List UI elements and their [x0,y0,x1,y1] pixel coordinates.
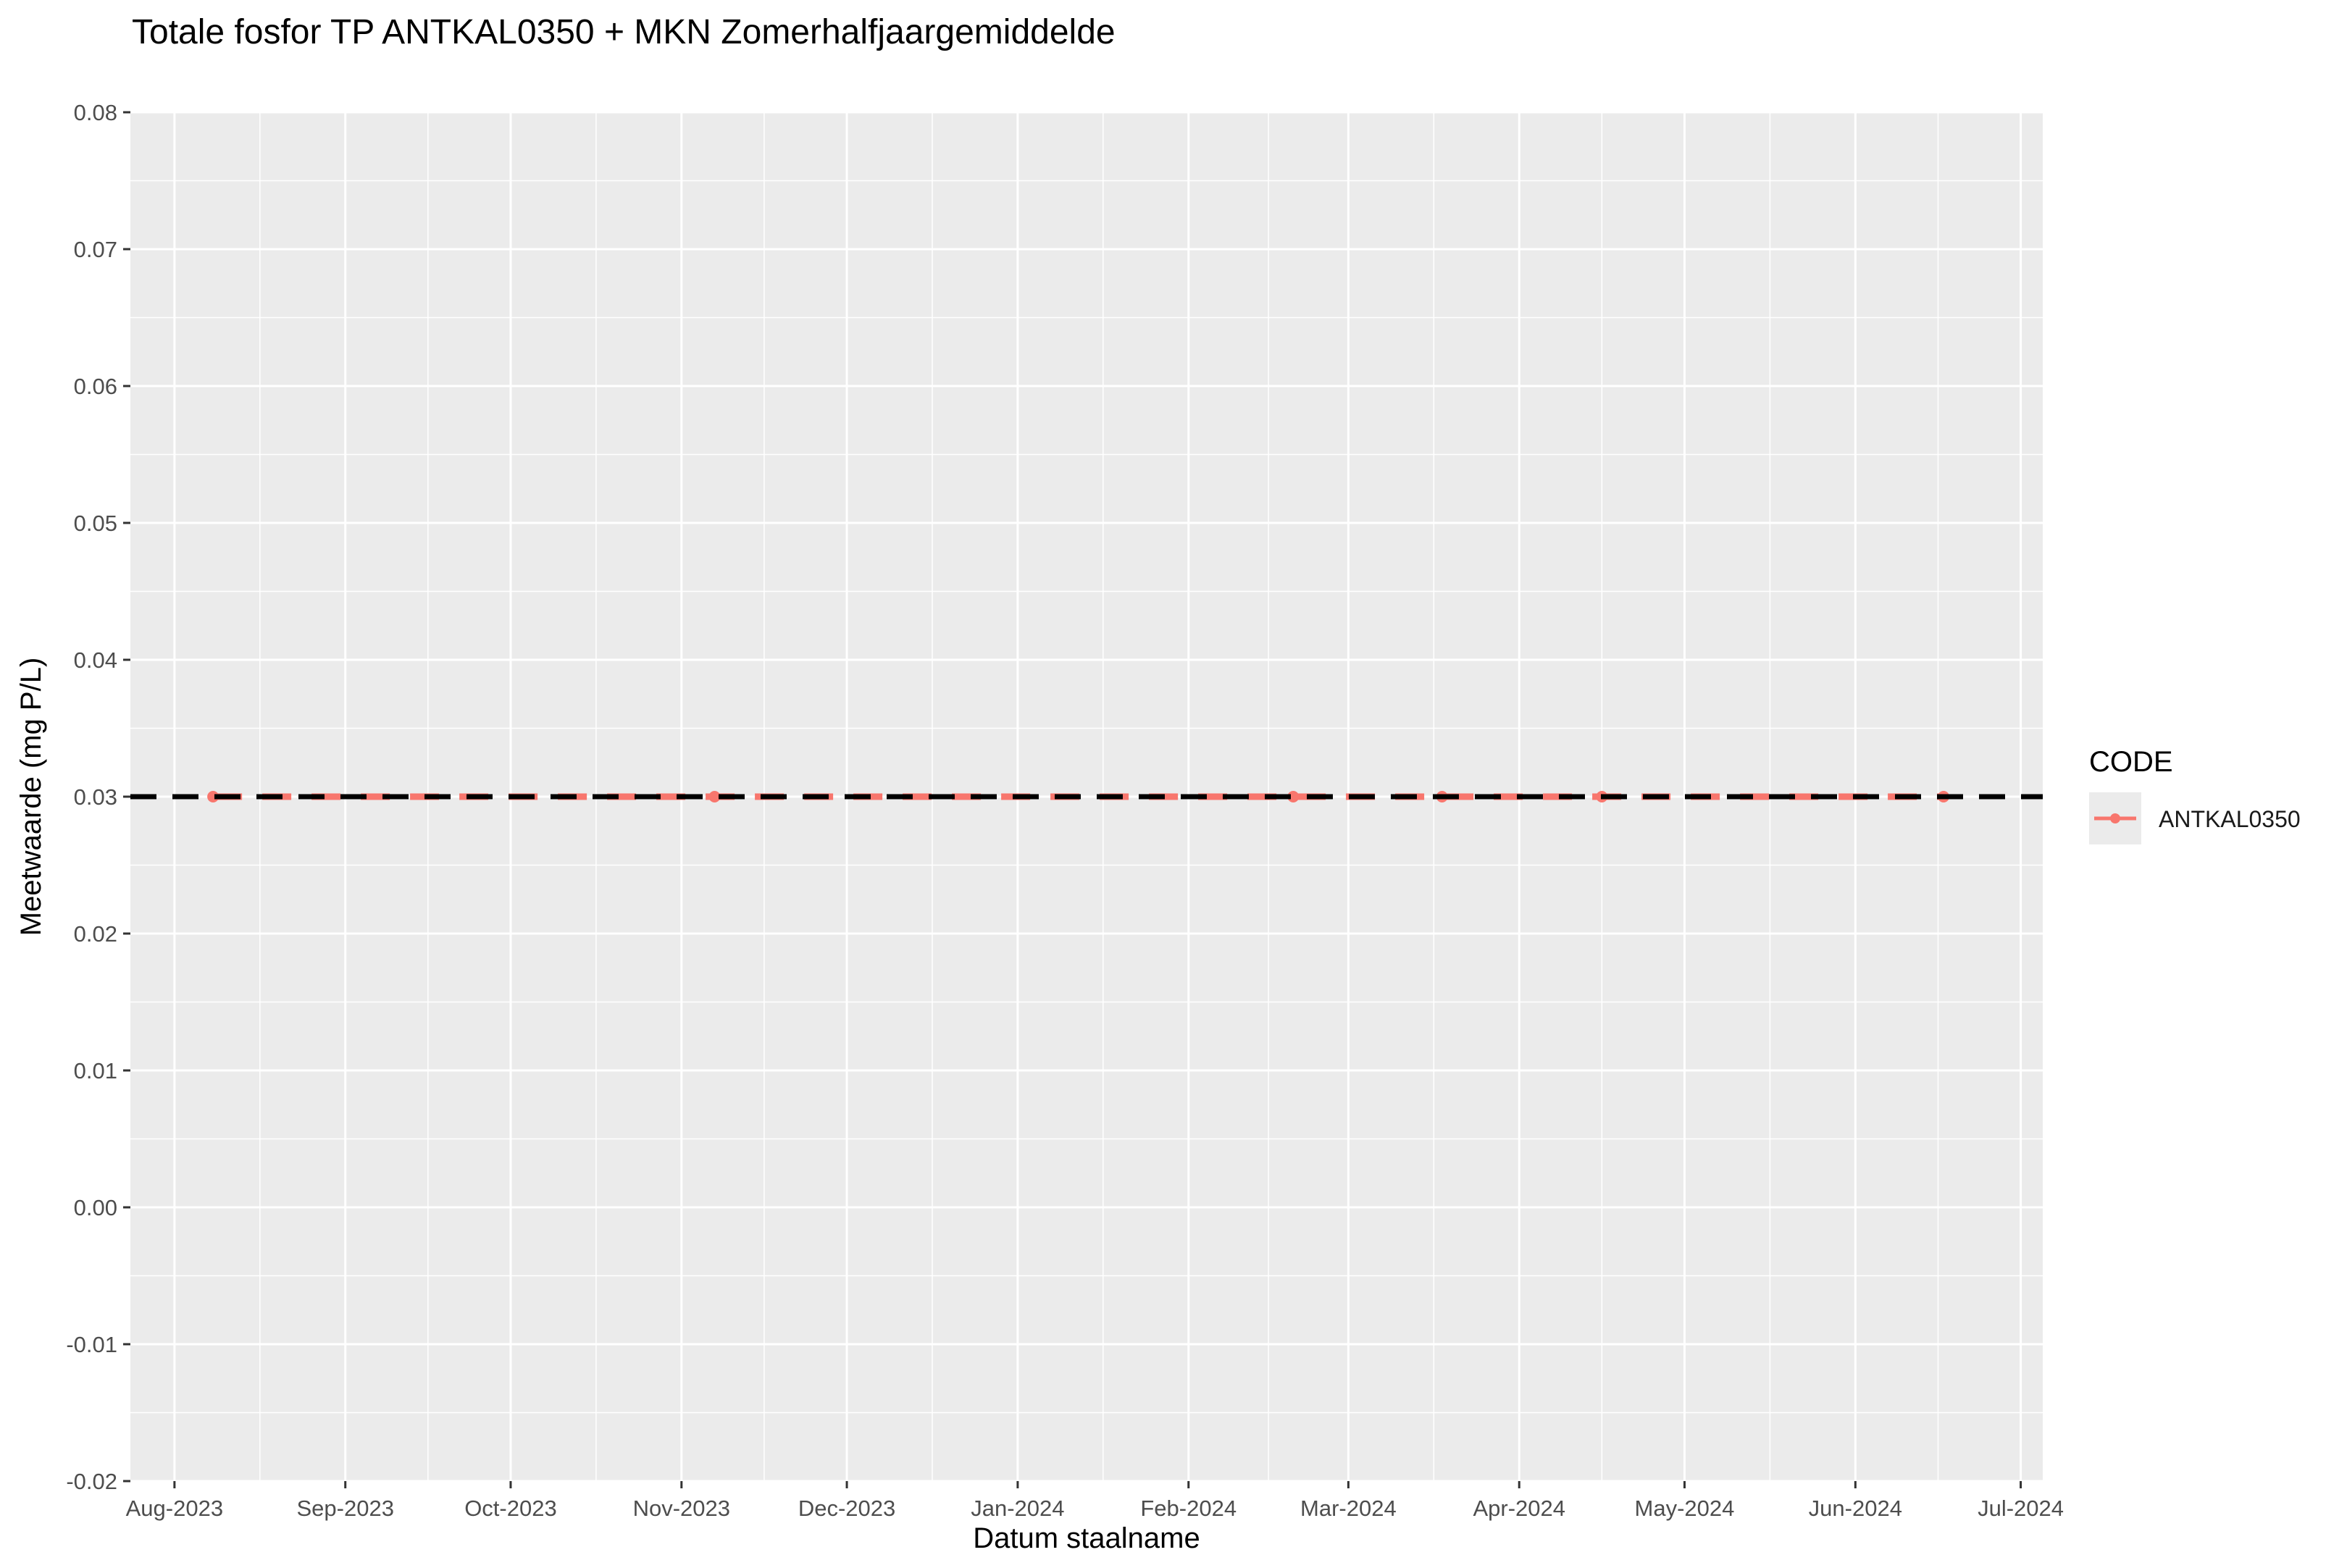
x-tick-label: Sep-2023 [296,1496,393,1521]
x-tick-label: Oct-2023 [464,1496,557,1521]
y-tick-label: 0.08 [74,100,117,125]
x-tick-label: Jun-2024 [1809,1496,1902,1521]
x-tick-label: Aug-2023 [126,1496,223,1521]
chart-title: Totale fosfor TP ANTKAL0350 + MKN Zomerh… [132,13,1116,51]
y-tick-label: 0.07 [74,237,117,262]
x-tick-label: Dec-2023 [798,1496,895,1521]
y-tick-label: -0.01 [66,1332,117,1357]
legend-title: CODE [2089,746,2173,778]
x-axis-title: Datum staalname [973,1522,1200,1554]
x-tick-label: Feb-2024 [1140,1496,1237,1521]
legend: CODE ANTKAL0350 [2089,746,2301,844]
x-tick-label: Apr-2024 [1473,1496,1565,1521]
grid-layer [130,111,2043,1483]
y-tick-label: 0.02 [74,921,117,947]
data-point [1287,791,1300,802]
axis-layer: -0.02 -0.01 0.00 0.01 0.02 0.03 0.04 0.05 0.06 0.… [66,100,2064,1521]
y-axis-title: Meetwaarde (mg P/L) [15,658,47,936]
y-tick-label: 0.03 [74,784,117,810]
x-tick-label: Jan-2024 [971,1496,1064,1521]
x-tick-label: Jul-2024 [1978,1496,2064,1521]
data-point [207,791,219,802]
y-tick-label: 0.04 [74,647,117,673]
x-tick-label: May-2024 [1635,1496,1735,1521]
x-tick-label: Nov-2023 [633,1496,730,1521]
y-tick-label: 0.00 [74,1195,117,1220]
x-tick-label: Mar-2024 [1300,1496,1397,1521]
y-tick-label: 0.05 [74,511,117,536]
y-tick-label: 0.06 [74,374,117,399]
y-tick-label: -0.02 [66,1469,117,1494]
data-point [708,791,721,802]
y-tick-label: 0.01 [74,1058,117,1083]
legend-item-label: ANTKAL0350 [2159,806,2301,832]
legend-key-point [2110,813,2120,823]
